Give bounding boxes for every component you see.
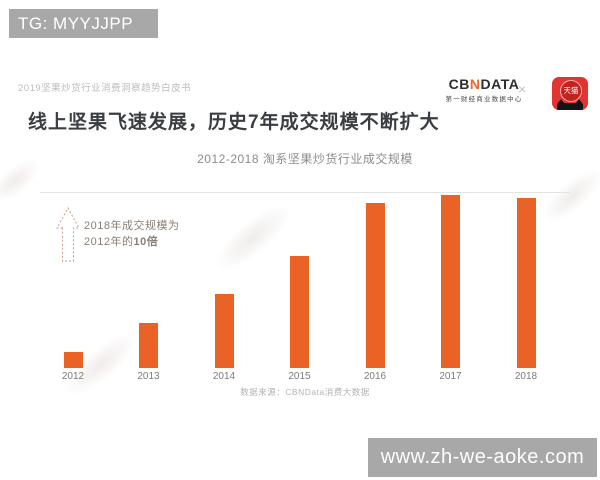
x-tick-2018: 2018 [514, 371, 538, 382]
chart-annotation: 2018年成交规模为 2012年的10倍 [84, 220, 180, 248]
bar-2017 [441, 194, 460, 368]
page-title: 线上坚果飞速发展，历史7年成交规模不断扩大 [28, 112, 440, 133]
x-tick-2013: 2013 [137, 371, 160, 382]
x-tick-2012: 2012 [61, 371, 85, 382]
x-tick-2015: 2015 [288, 371, 311, 382]
up-arrow-icon [56, 206, 80, 262]
tmall-label: 天猫 [560, 80, 582, 102]
cbndata-wordmark: CBNDATA [448, 76, 520, 92]
x-tick-2016: 2016 [363, 371, 387, 382]
data-source-label: 数据来源：CBNData消费大数据 [240, 387, 370, 397]
tmall-logo-icon: 天猫 [552, 77, 588, 110]
x-tick-2014: 2014 [212, 371, 236, 382]
report-title-label: 2019坚果炒货行业消费洞察趋势白皮书 [18, 83, 192, 94]
tmall-cat-head-icon [557, 103, 583, 110]
tg-channel-banner: TG: MYYJJPP [9, 9, 158, 38]
bar-2012 [63, 351, 83, 368]
website-banner: www.zh-we-aoke.com [368, 438, 597, 477]
bar-2016 [365, 203, 385, 368]
bar-2015 [290, 255, 309, 368]
cbndata-n-accent: N [469, 76, 481, 92]
bar-2018 [516, 198, 536, 368]
cbndata-subtitle: 第一财经商业数据中心 [445, 96, 523, 103]
bar-2014 [214, 293, 234, 368]
tmall-cat-ear-icon [576, 99, 582, 103]
bar-2013 [139, 323, 158, 368]
tmall-cat-ear-icon [558, 99, 564, 103]
chart-title: 2012-2018 淘系坚果炒货行业成交规模 [197, 152, 413, 166]
annotation-bold-value: 10倍 [133, 235, 159, 248]
x-tick-2017: 2017 [439, 371, 462, 382]
bar-chart [40, 192, 570, 368]
cbndata-logo: CBNDATA 第一财经商业数据中心 [445, 77, 523, 103]
x-axis-labels: 2012 2013 2014 2015 2016 2017 2018 [40, 371, 570, 385]
logo-separator-x: × [518, 81, 527, 97]
